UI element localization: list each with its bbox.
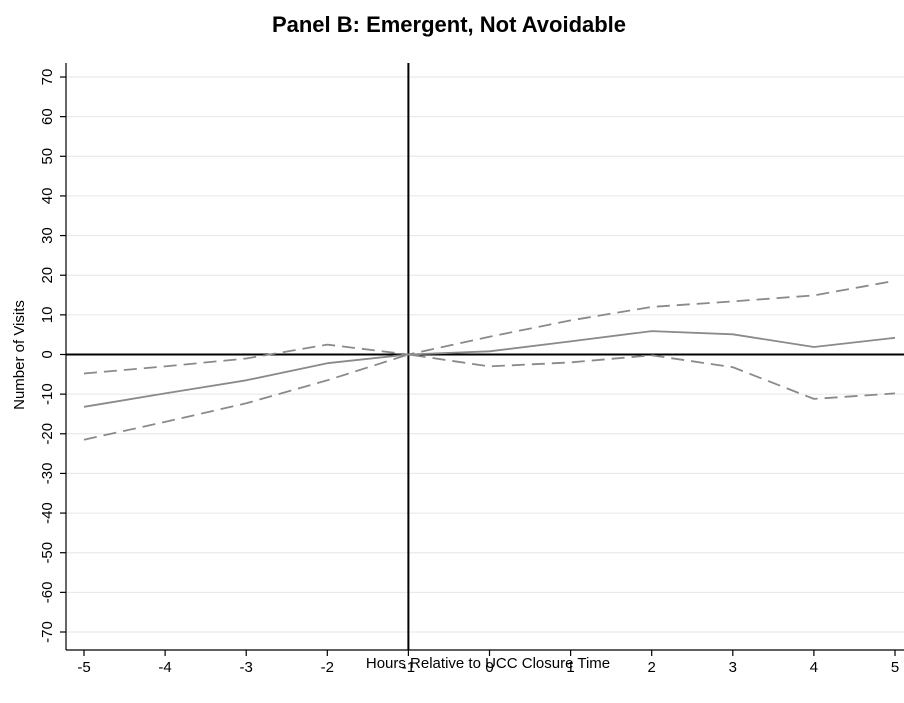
y-tick-label: 30 (39, 227, 56, 244)
y-tick-label: -40 (39, 502, 56, 524)
y-tick-label: -30 (39, 463, 56, 485)
y-tick-label: 0 (39, 350, 56, 358)
y-axis-label: Number of Visits (11, 300, 28, 410)
x-tick-label: 0 (485, 659, 493, 676)
reference-lines (66, 63, 904, 650)
series-group (83, 279, 896, 441)
y-tick-label: 70 (39, 69, 56, 86)
y-tick-label: 50 (39, 148, 56, 165)
y-tick-label: -20 (39, 423, 56, 445)
x-tick-label: -1 (402, 659, 415, 676)
y-tick-label: -10 (39, 383, 56, 405)
x-tick-label: 1 (566, 659, 574, 676)
y-tick-label: -60 (39, 582, 56, 604)
x-tick-label: -4 (158, 659, 171, 676)
y-tick-label: -50 (39, 542, 56, 564)
x-tick-label: 2 (648, 659, 656, 676)
chart-title: Panel B: Emergent, Not Avoidable (272, 12, 626, 37)
x-tick-label: -3 (240, 659, 253, 676)
x-tick-label: -2 (321, 659, 334, 676)
y-tick-label: -70 (39, 621, 56, 643)
y-ticks: -70 -60 -50 -40 -30 -20 -10 0 10 20 30 40 50 60 70 (39, 69, 66, 643)
confidence-bound-line-1 (83, 279, 896, 375)
y-tick-label: 20 (39, 267, 56, 284)
estimate-line-0 (83, 330, 896, 408)
x-tick-label: -5 (77, 659, 90, 676)
x-ticks: -5 -4 -3 -2 -1 0 1 2 3 4 5 (77, 650, 899, 676)
y-tick-label: 60 (39, 108, 56, 125)
grid-lines (66, 76, 904, 633)
x-tick-label: 5 (891, 659, 899, 676)
x-tick-label: 3 (729, 659, 737, 676)
x-tick-label: 4 (810, 659, 818, 676)
y-tick-label: 10 (39, 307, 56, 324)
confidence-bound-line-2 (83, 353, 896, 441)
y-tick-label: 40 (39, 188, 56, 205)
x-axis-label: Hours Relative to UCC Closure Time (366, 655, 610, 672)
